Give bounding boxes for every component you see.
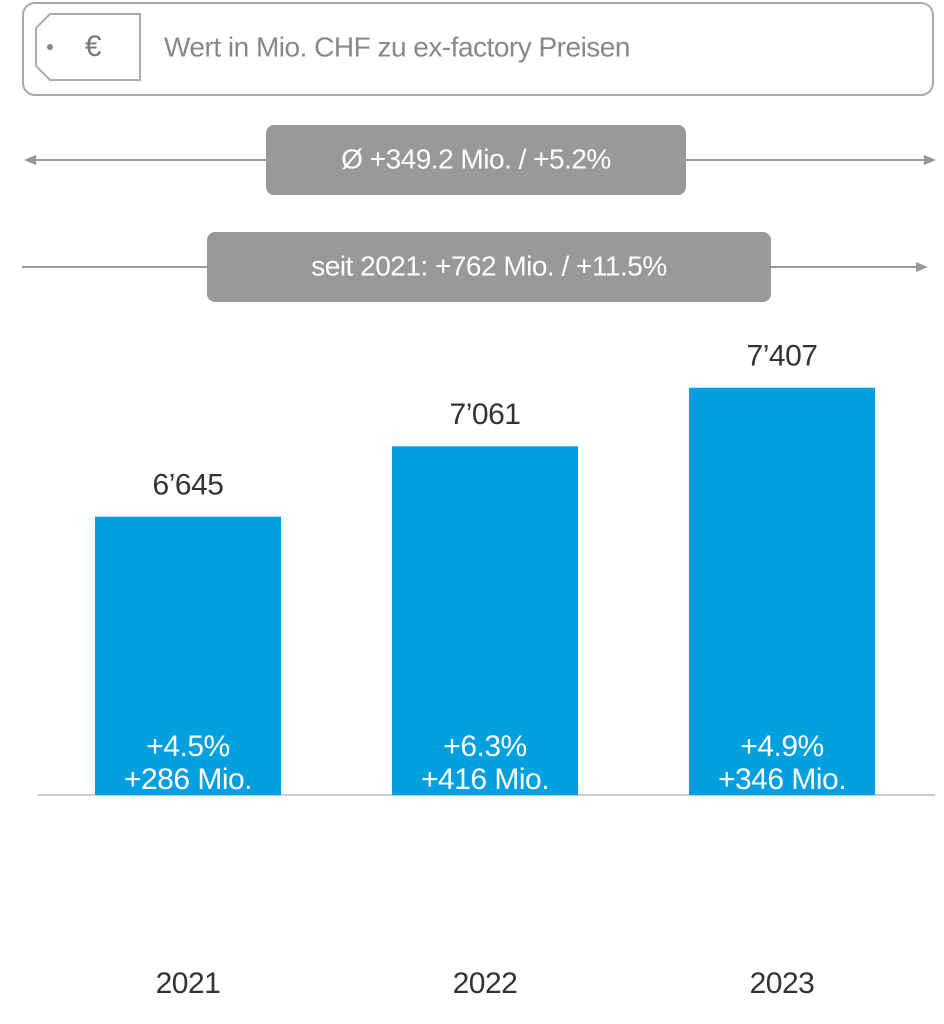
annotation: Ø +349.2 Mio. / +5.2% [341,143,611,174]
arrow-head [916,262,928,272]
currency-icon: € [85,30,102,63]
growth-label: +4.9% [740,730,823,763]
delta-label: +416 Mio. [421,763,549,796]
delta-label: +346 Mio. [718,763,846,796]
annotation-box [207,232,771,302]
tag-hole [47,44,53,50]
annotation-box [266,125,686,195]
header-text: Wert in Mio. CHF zu ex-factory Preisen [164,31,630,62]
value-label: 7’061 [450,398,521,431]
x-tick-label: 2021 [156,967,221,1000]
growth-label: +6.3% [443,730,526,763]
x-tick-label: 2022 [453,967,518,1000]
growth-label: +4.5% [146,730,229,763]
x-tick-label: 2023 [750,967,815,1000]
tag-icon [35,13,141,81]
value-label: 7’407 [747,340,818,373]
bar [95,516,281,795]
header-box [22,2,934,96]
bar [392,446,578,795]
value-label: 6’645 [153,469,224,502]
annotation: seit 2021: +762 Mio. / +11.5% [311,250,666,281]
bar [689,387,875,795]
delta-label: +286 Mio. [124,763,252,796]
